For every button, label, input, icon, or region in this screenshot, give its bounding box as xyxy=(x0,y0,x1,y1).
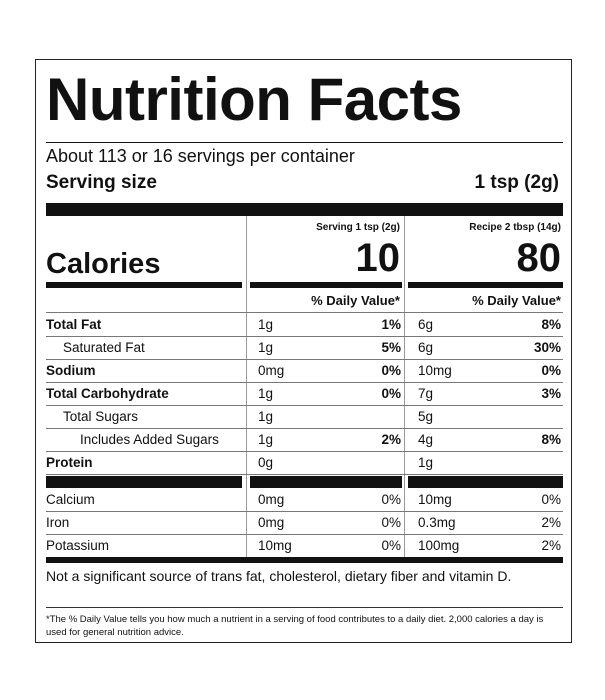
percent-recipe: 3% xyxy=(541,386,561,401)
amount-serving: 0mg xyxy=(258,492,285,507)
amount-serving: 1g xyxy=(258,432,274,447)
amount-recipe: 100mg xyxy=(418,538,460,553)
medium-divider xyxy=(250,282,402,288)
amount-recipe: 6g xyxy=(418,340,434,355)
amount-serving: 0g xyxy=(258,455,274,470)
daily-value-header-serving: % Daily Value* xyxy=(311,293,400,308)
mineral-row: Calcium 0mg 0% 10mg 0% xyxy=(46,488,563,511)
serving-size-label: Serving size xyxy=(46,172,157,193)
amount-serving: 0mg xyxy=(258,363,285,378)
column-separator xyxy=(246,216,247,557)
amount-serving: 1g xyxy=(258,317,274,332)
not-significant-note: Not a significant source of trans fat, c… xyxy=(46,568,512,584)
nutrient-name: Total Sugars xyxy=(63,409,139,424)
amount-recipe: 4g xyxy=(418,432,434,447)
nutrient-name: Iron xyxy=(46,515,70,530)
row-divider xyxy=(46,474,563,475)
medium-divider xyxy=(46,557,563,563)
percent-recipe: 0% xyxy=(541,492,561,507)
thick-divider xyxy=(46,476,242,488)
percent-serving: 0% xyxy=(381,363,401,378)
percent-recipe: 2% xyxy=(541,515,561,530)
calories-label: Calories xyxy=(46,248,161,280)
medium-divider xyxy=(46,282,242,288)
mineral-row: Potassium 10mg 0% 100mg 2% xyxy=(46,534,563,557)
mineral-row: Iron 0mg 0% 0.3mg 2% xyxy=(46,511,563,534)
percent-serving: 0% xyxy=(381,492,401,507)
label-title: Nutrition Facts xyxy=(46,66,462,133)
amount-serving: 0mg xyxy=(258,515,285,530)
percent-serving: 0% xyxy=(381,515,401,530)
amount-recipe: 1g xyxy=(418,455,434,470)
servings-per-container: About 113 or 16 servings per container xyxy=(46,146,355,166)
serving-size-value: 1 tsp (2g) xyxy=(474,172,559,193)
divider xyxy=(46,142,563,143)
amount-recipe: 5g xyxy=(418,409,434,424)
row-divider xyxy=(46,359,563,360)
amount-serving: 1g xyxy=(258,386,274,401)
thick-divider xyxy=(250,476,402,488)
percent-serving: 5% xyxy=(381,340,401,355)
footnote-divider xyxy=(46,607,563,608)
row-divider xyxy=(46,534,563,535)
row-divider xyxy=(46,428,563,429)
nutrient-row: Protein 0g 1g xyxy=(46,451,563,474)
amount-recipe: 0.3mg xyxy=(418,515,456,530)
amount-recipe: 10mg xyxy=(418,363,452,378)
nutrient-name: Total Fat xyxy=(46,317,102,332)
nutrient-row: Total Sugars 1g 5g xyxy=(46,405,563,428)
nutrient-name: Total Carbohydrate xyxy=(46,386,169,401)
amount-recipe: 10mg xyxy=(418,492,452,507)
row-divider xyxy=(46,451,563,452)
column-separator xyxy=(404,216,405,557)
nutrient-name: Potassium xyxy=(46,538,110,553)
amount-serving: 1g xyxy=(258,409,274,424)
nutrition-facts-label: Nutrition Facts About 113 or 16 servings… xyxy=(35,59,572,643)
daily-value-footnote: *The % Daily Value tells you how much a … xyxy=(46,614,544,638)
percent-serving: 0% xyxy=(381,538,401,553)
amount-recipe: 7g xyxy=(418,386,434,401)
row-divider xyxy=(46,336,563,337)
thick-divider xyxy=(408,476,563,488)
nutrient-name: Includes Added Sugars xyxy=(80,432,219,447)
nutrient-row: Total Carbohydrate 1g 0% 7g 3% xyxy=(46,382,563,405)
medium-divider xyxy=(408,282,563,288)
percent-serving: 2% xyxy=(381,432,401,447)
percent-recipe: 8% xyxy=(541,432,561,447)
amount-recipe: 6g xyxy=(418,317,434,332)
percent-recipe: 2% xyxy=(541,538,561,553)
column-header-serving: Serving 1 tsp (2g) xyxy=(316,222,400,233)
calories-serving: 10 xyxy=(355,236,401,280)
nutrient-name: Saturated Fat xyxy=(63,340,145,355)
amount-serving: 1g xyxy=(258,340,274,355)
nutrient-row: Saturated Fat 1g 5% 6g 30% xyxy=(46,336,563,359)
nutrient-row: Total Fat 1g 1% 6g 8% xyxy=(46,313,563,336)
nutrient-name: Sodium xyxy=(46,363,96,378)
percent-serving: 0% xyxy=(381,386,401,401)
amount-serving: 10mg xyxy=(258,538,292,553)
percent-recipe: 8% xyxy=(541,317,561,332)
percent-recipe: 30% xyxy=(533,340,561,355)
calories-recipe: 80 xyxy=(516,236,562,280)
nutrient-name: Calcium xyxy=(46,492,95,507)
column-header-recipe: Recipe 2 tbsp (14g) xyxy=(469,222,561,233)
row-divider xyxy=(46,405,563,406)
nutrient-name: Protein xyxy=(46,455,93,470)
row-divider xyxy=(46,382,563,383)
nutrient-row: Includes Added Sugars 1g 2% 4g 8% xyxy=(46,428,563,451)
percent-serving: 1% xyxy=(381,317,401,332)
nutrient-row: Sodium 0mg 0% 10mg 0% xyxy=(46,359,563,382)
thick-divider xyxy=(46,203,563,216)
daily-value-header-recipe: % Daily Value* xyxy=(472,293,561,308)
row-divider xyxy=(46,312,563,313)
percent-recipe: 0% xyxy=(541,363,561,378)
row-divider xyxy=(46,511,563,512)
